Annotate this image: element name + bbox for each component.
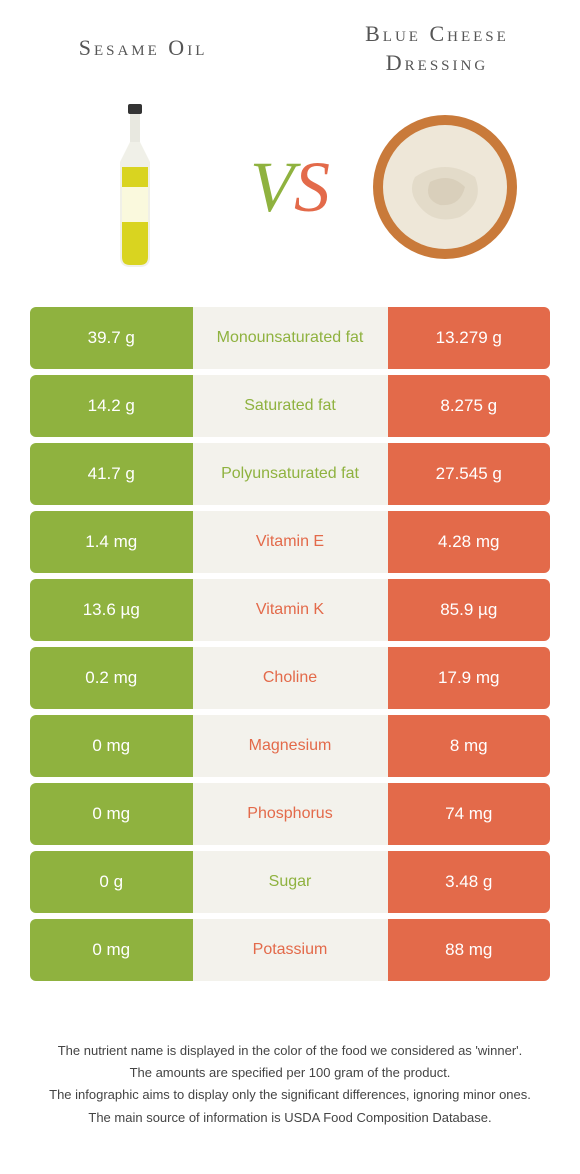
vs-label: VS: [240, 146, 340, 229]
left-value-cell: 13.6 µg: [30, 579, 193, 641]
vs-s: S: [294, 147, 330, 227]
footnotes: The nutrient name is displayed in the co…: [30, 1041, 550, 1128]
left-value-cell: 0 mg: [30, 919, 193, 981]
images-row: VS: [30, 97, 550, 277]
left-value-cell: 14.2 g: [30, 375, 193, 437]
right-value-cell: 13.279 g: [388, 307, 551, 369]
table-row: 0 mgPotassium88 mg: [30, 919, 550, 981]
sesame-oil-bottle-icon: [100, 102, 170, 272]
table-row: 1.4 mgVitamin E4.28 mg: [30, 511, 550, 573]
nutrient-label-cell: Sugar: [193, 851, 388, 913]
nutrient-label-cell: Potassium: [193, 919, 388, 981]
left-value-cell: 1.4 mg: [30, 511, 193, 573]
footnote-line: The nutrient name is displayed in the co…: [40, 1041, 540, 1061]
blue-cheese-bowl-icon: [365, 107, 525, 267]
right-value-cell: 88 mg: [388, 919, 551, 981]
footnote-line: The infographic aims to display only the…: [40, 1085, 540, 1105]
right-value-cell: 4.28 mg: [388, 511, 551, 573]
right-value-cell: 17.9 mg: [388, 647, 551, 709]
left-value-cell: 0 mg: [30, 715, 193, 777]
comparison-table: 39.7 gMonounsaturated fat13.279 g14.2 gS…: [30, 307, 550, 981]
table-row: 0 mgMagnesium8 mg: [30, 715, 550, 777]
nutrient-label-cell: Phosphorus: [193, 783, 388, 845]
left-value-cell: 0.2 mg: [30, 647, 193, 709]
right-value-cell: 3.48 g: [388, 851, 551, 913]
table-row: 13.6 µgVitamin K85.9 µg: [30, 579, 550, 641]
left-food-image: [30, 97, 240, 277]
nutrient-label-cell: Vitamin E: [193, 511, 388, 573]
left-value-cell: 0 mg: [30, 783, 193, 845]
footnote-line: The main source of information is USDA F…: [40, 1108, 540, 1128]
nutrient-label-cell: Vitamin K: [193, 579, 388, 641]
nutrient-label-cell: Saturated fat: [193, 375, 388, 437]
left-value-cell: 39.7 g: [30, 307, 193, 369]
table-row: 0 gSugar3.48 g: [30, 851, 550, 913]
title-right: Blue Cheese Dressing: [324, 20, 550, 77]
table-row: 41.7 gPolyunsaturated fat27.545 g: [30, 443, 550, 505]
table-row: 14.2 gSaturated fat8.275 g: [30, 375, 550, 437]
titles-row: Sesame Oil Blue Cheese Dressing: [30, 20, 550, 77]
right-value-cell: 8 mg: [388, 715, 551, 777]
table-row: 0 mgPhosphorus74 mg: [30, 783, 550, 845]
title-right-line2: Dressing: [386, 50, 488, 75]
right-value-cell: 74 mg: [388, 783, 551, 845]
nutrient-label-cell: Choline: [193, 647, 388, 709]
nutrient-label-cell: Polyunsaturated fat: [193, 443, 388, 505]
table-row: 39.7 gMonounsaturated fat13.279 g: [30, 307, 550, 369]
left-value-cell: 0 g: [30, 851, 193, 913]
footnote-line: The amounts are specified per 100 gram o…: [40, 1063, 540, 1083]
left-value-cell: 41.7 g: [30, 443, 193, 505]
right-food-image: [340, 97, 550, 277]
infographic-container: Sesame Oil Blue Cheese Dressing VS: [0, 0, 580, 1150]
nutrient-label-cell: Monounsaturated fat: [193, 307, 388, 369]
title-left: Sesame Oil: [30, 34, 256, 63]
vs-v: V: [250, 147, 294, 227]
title-right-line1: Blue Cheese: [365, 21, 509, 46]
right-value-cell: 27.545 g: [388, 443, 551, 505]
table-row: 0.2 mgCholine17.9 mg: [30, 647, 550, 709]
right-value-cell: 85.9 µg: [388, 579, 551, 641]
right-value-cell: 8.275 g: [388, 375, 551, 437]
nutrient-label-cell: Magnesium: [193, 715, 388, 777]
